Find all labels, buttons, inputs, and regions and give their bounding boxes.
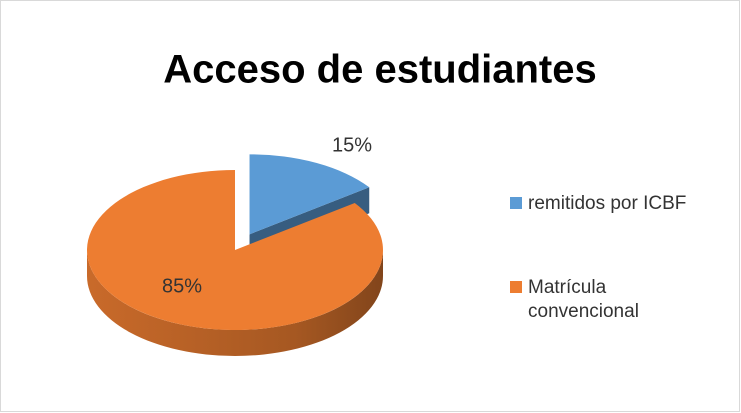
legend-swatch [510,197,522,209]
legend-item: remitidos por ICBF [510,192,730,216]
legend-label: remitidos por ICBF [528,193,687,214]
legend-item: Matrícula convencional [510,276,730,324]
slice-side [87,250,383,356]
slice [249,154,370,235]
data-label: 85% [162,275,202,297]
data-label: 15% [332,134,372,156]
legend-label: Matrícula convencional [528,277,639,322]
legend-swatch [510,281,522,293]
chart-title: Acceso de estudiantes [163,48,597,92]
slice [87,170,384,330]
